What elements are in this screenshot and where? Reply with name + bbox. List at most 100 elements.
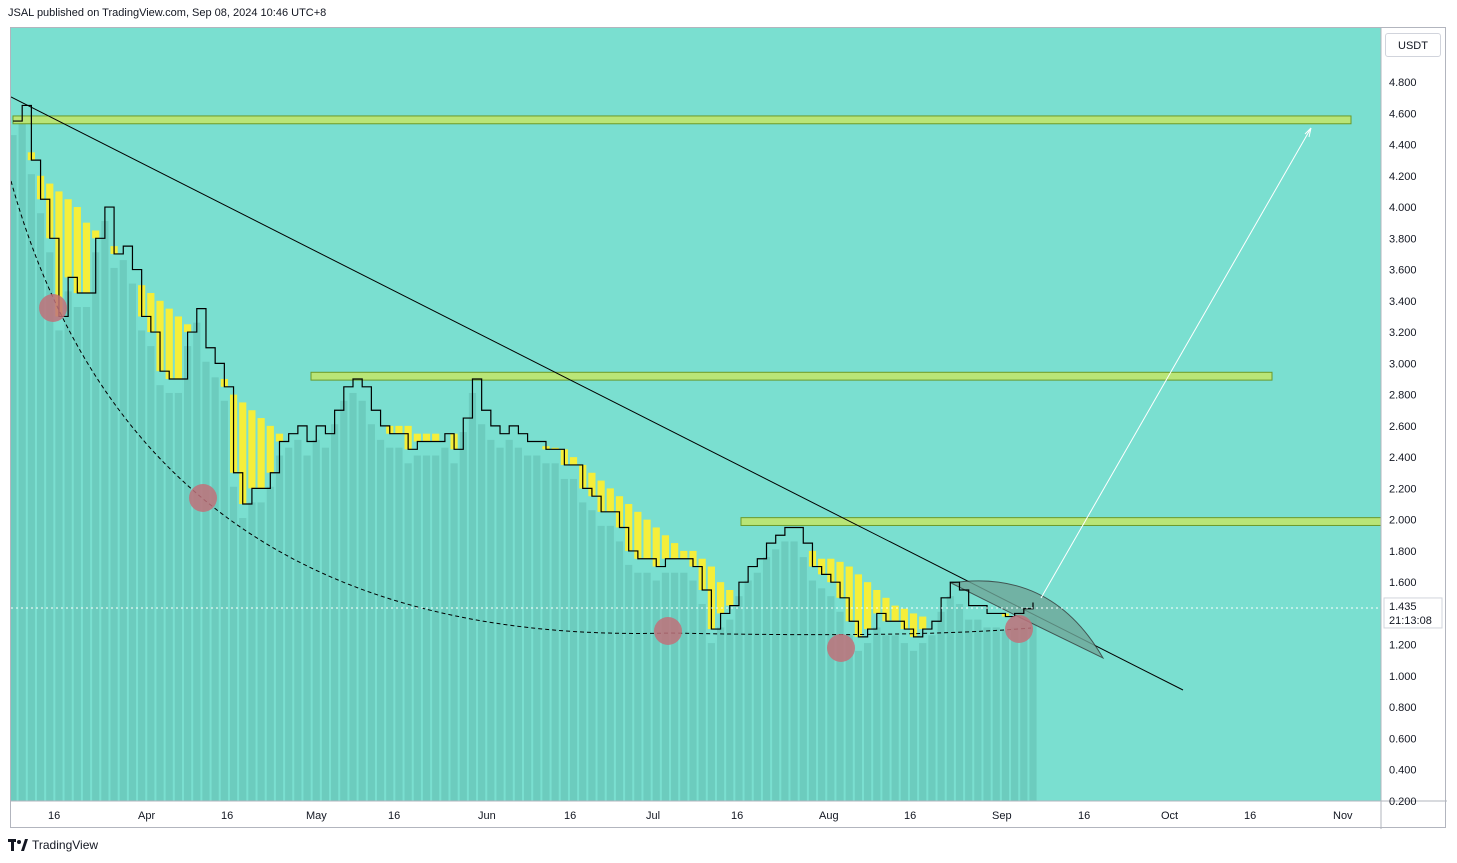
y-tick-label: 2.600: [1389, 421, 1417, 433]
chart-frame[interactable]: 0.2000.4000.6000.8001.0001.2001.4001.600…: [10, 27, 1447, 829]
volume-bar: [46, 252, 54, 802]
cloud-bar: [836, 561, 844, 598]
volume-bar: [92, 252, 100, 802]
cloud-bar: [588, 472, 596, 497]
volume-bar: [579, 502, 587, 801]
volume-bar: [331, 424, 339, 801]
cloud-bar: [266, 425, 274, 473]
y-tick-label: 0.600: [1389, 733, 1417, 745]
volume-bar: [376, 439, 385, 801]
cloud-bar: [422, 433, 431, 442]
volume-bar: [955, 603, 964, 801]
resistance-zone: [310, 371, 1273, 381]
volume-bar: [321, 447, 330, 801]
y-tick-label: 4.600: [1389, 108, 1417, 120]
cloud-bar: [864, 582, 872, 630]
cloud-bar: [661, 535, 670, 559]
volume-bar: [248, 502, 256, 801]
volume-bar: [790, 541, 798, 801]
volume-bar: [671, 572, 679, 801]
cloud-bar: [432, 433, 440, 442]
y-tick-label: 3.200: [1389, 327, 1417, 339]
volume-bar: [919, 643, 927, 801]
volume-bar: [413, 455, 421, 801]
volume-bar: [101, 221, 109, 802]
volume-bar: [615, 541, 624, 801]
volume-bar: [119, 260, 127, 801]
volume-bar: [882, 635, 890, 801]
cloud-bar: [73, 207, 81, 294]
volume-bar: [266, 486, 274, 801]
cloud-bar: [671, 543, 679, 559]
cloud-bar: [82, 222, 91, 294]
volume-bar: [184, 346, 192, 801]
volume-bar: [661, 572, 670, 801]
volume-bar: [275, 455, 284, 801]
cloud-bar: [652, 527, 660, 567]
volume-bar: [533, 455, 541, 801]
swing-low-marker: [1005, 615, 1033, 643]
volume-bar: [73, 307, 81, 801]
volume-bar: [753, 572, 761, 801]
cloud-bar: [248, 410, 256, 489]
volume-bar: [257, 502, 265, 801]
cloud-bar: [882, 597, 890, 622]
target-arrow-head: [1304, 127, 1312, 138]
volume-bar: [11, 135, 17, 802]
y-tick-label: 4.400: [1389, 140, 1417, 152]
volume-bar: [946, 596, 954, 801]
volume-bar: [1001, 630, 1010, 801]
swing-low-marker: [827, 634, 855, 662]
price-chart[interactable]: 0.2000.4000.6000.8001.0001.2001.4001.600…: [11, 28, 1447, 829]
volume-bar: [744, 580, 752, 801]
volume-bar: [551, 463, 559, 801]
volume-bar: [707, 643, 715, 801]
x-tick-label: 16: [388, 810, 400, 822]
volume-bar: [340, 400, 348, 801]
volume-bar: [468, 392, 477, 801]
volume-bar: [128, 283, 137, 802]
x-tick-label: Aug: [819, 810, 839, 822]
volume-bar: [983, 627, 991, 801]
cloud-bar: [845, 566, 853, 622]
volume-bar: [505, 439, 513, 801]
cloud-bar: [551, 447, 559, 450]
volume-bar: [487, 439, 495, 801]
cloud-bar: [569, 457, 578, 465]
last-price-box: [1383, 597, 1443, 629]
volume-bar: [459, 432, 467, 801]
volume-bar: [606, 525, 614, 801]
cloud-bar: [827, 558, 835, 583]
volume-bar: [55, 330, 63, 801]
volume-bar: [138, 330, 146, 801]
volume-bar: [680, 572, 688, 801]
volume-bar: [404, 463, 412, 801]
y-tick-label: 1.000: [1389, 671, 1417, 683]
cloud-bar: [147, 293, 155, 333]
volume-bar: [312, 439, 320, 801]
cloud-bar: [275, 433, 284, 442]
y-tick-label: 0.800: [1389, 702, 1417, 714]
cloud-bar: [891, 605, 899, 622]
cloud-bar: [909, 613, 918, 637]
volume-bar: [432, 455, 440, 801]
volume-bar: [386, 447, 394, 801]
volume-bar: [597, 525, 605, 801]
volume-bar: [781, 541, 789, 801]
cloud-bar: [854, 574, 862, 637]
x-tick-label: 16: [48, 810, 60, 822]
cloud-bar: [716, 582, 725, 614]
volume-bar: [992, 627, 1000, 801]
volume-bar: [634, 572, 642, 801]
volume-bar: [229, 486, 238, 801]
cloud-bar: [165, 308, 173, 379]
currency-selector[interactable]: USDT: [1385, 33, 1441, 57]
volume-bar: [349, 392, 357, 801]
volume-bar: [193, 322, 201, 801]
volume-bar: [772, 549, 780, 801]
volume-bar: [450, 463, 458, 801]
volume-bar: [625, 564, 633, 801]
cloud-bar: [413, 433, 421, 442]
target-arrow: [1040, 127, 1312, 599]
cloud-bar: [395, 425, 403, 434]
